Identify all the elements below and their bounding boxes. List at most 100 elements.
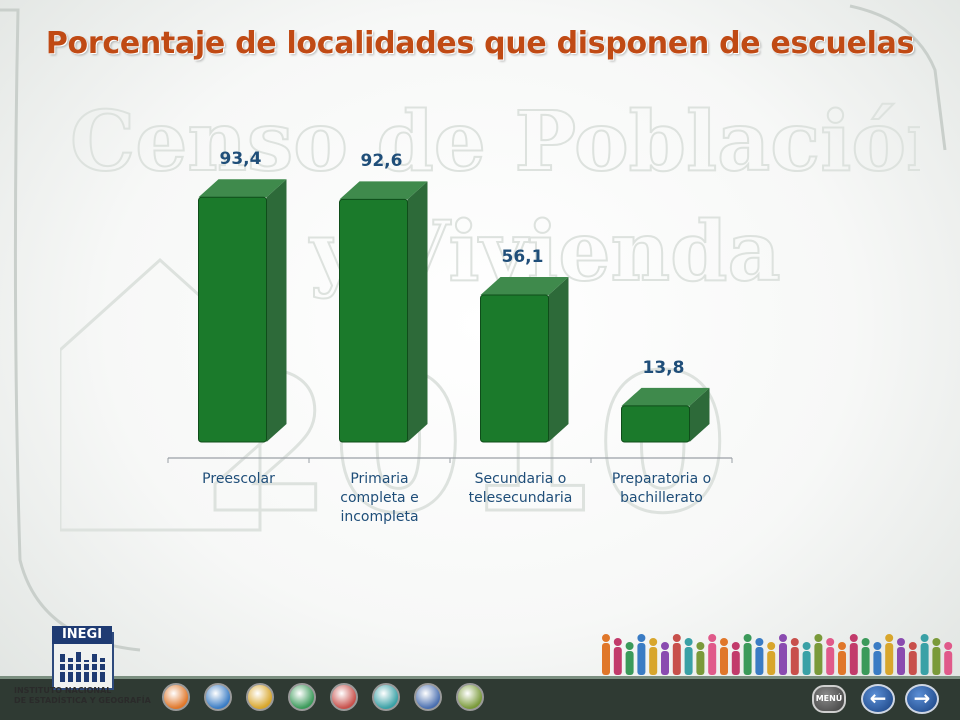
logo-grid-icon [60, 652, 105, 682]
logo-subtitle-line-2: DE ESTADÍSTICA Y GEOGRAFÍA [14, 696, 151, 705]
x-tick-label-line: telesecundaria [468, 490, 573, 506]
bar [621, 387, 710, 443]
person-body [625, 651, 634, 675]
data-label: 56,1 [501, 247, 544, 268]
person-head [602, 634, 610, 642]
person-head [649, 638, 658, 646]
person-body [637, 643, 646, 675]
person-body [649, 647, 658, 675]
person-head [897, 638, 905, 646]
person-body [814, 643, 823, 675]
x-tick-label: Primaria completa e incompleta [310, 470, 450, 527]
logo-subtitle-line-1: INSTITUTO NACIONAL [14, 686, 112, 695]
x-tick-label: Secundaria o telesecundaria [451, 470, 591, 508]
person-body [826, 647, 835, 675]
person-head [637, 634, 646, 642]
person-head [708, 634, 717, 642]
info-icon[interactable] [204, 683, 232, 711]
data-label: 93,4 [219, 149, 262, 170]
bar-side [407, 181, 428, 442]
x-tick-label-line: Primaria [350, 471, 409, 487]
data-label: 92,6 [360, 151, 403, 172]
person-body [908, 651, 917, 675]
logo-subtitle: INSTITUTO NACIONAL DE ESTADÍSTICA Y GEOG… [14, 686, 154, 706]
bar-front [480, 294, 549, 443]
communities-icon[interactable] [414, 683, 442, 711]
person-body [720, 647, 728, 675]
person-body [743, 643, 752, 675]
bar [339, 181, 428, 443]
person-body [849, 643, 858, 675]
menu-button[interactable]: MENÚ [812, 685, 846, 713]
bar-side [548, 277, 569, 442]
person-body [873, 651, 882, 675]
slide-title: Porcentaje de localidades que disponen d… [45, 26, 915, 61]
person-head [684, 638, 693, 646]
person-head [838, 642, 846, 650]
arrow-left-icon[interactable]: ← [861, 684, 895, 714]
person-body [661, 651, 669, 675]
person-head [779, 634, 787, 642]
households-icon[interactable] [246, 683, 274, 711]
bar-front [198, 196, 267, 443]
person-head [908, 642, 917, 650]
person-body [767, 651, 776, 675]
person-head [885, 634, 894, 642]
person-body [920, 643, 929, 675]
person-body [731, 651, 740, 675]
documents-icon[interactable] [456, 683, 484, 711]
person-head [661, 642, 669, 650]
x-tick-label-line: Secundaria o [474, 471, 567, 487]
inegi-logo[interactable]: INEGI INSTITUTO NACIONAL DE ESTADÍSTICA … [14, 624, 151, 714]
bar [198, 179, 287, 443]
housing-icon[interactable] [372, 683, 400, 711]
person-head [861, 638, 870, 646]
bar [480, 277, 569, 443]
bar-top [339, 181, 428, 200]
person-body [802, 651, 811, 675]
people-illustration [602, 634, 953, 675]
home-icon[interactable] [330, 683, 358, 711]
bar-top [480, 277, 569, 296]
person-body [885, 643, 894, 675]
bar-top [621, 387, 710, 406]
person-head [696, 642, 705, 650]
person-head [932, 638, 941, 646]
x-tick-label-line: incompleta [340, 509, 419, 525]
x-tick-label-line: completa e [340, 490, 419, 506]
bar-top [198, 179, 287, 198]
person-body [838, 651, 846, 675]
person-body [861, 647, 870, 675]
person-head [625, 642, 634, 650]
person-head [613, 638, 622, 646]
x-tick-label-line: Preescolar [202, 471, 275, 487]
person-body [755, 647, 764, 675]
bar-front [339, 198, 408, 443]
person-body [696, 651, 705, 675]
person-head [873, 642, 882, 650]
person-body [602, 643, 610, 675]
person-body [779, 643, 787, 675]
person-body [684, 647, 693, 675]
person-head [720, 638, 728, 646]
x-tick-label: Preparatoria o bachillerato [592, 470, 732, 508]
bar-side [266, 179, 287, 443]
population-icon[interactable] [162, 683, 190, 711]
people-icon[interactable] [288, 683, 316, 711]
arrow-right-icon[interactable]: → [905, 684, 939, 714]
person-head [814, 634, 823, 642]
x-tick-label-line: Preparatoria o [611, 471, 712, 487]
x-tick-label: Preescolar [169, 470, 309, 489]
person-head [755, 638, 764, 646]
person-head [849, 634, 858, 642]
person-head [790, 638, 799, 646]
person-body [790, 647, 799, 675]
person-head [731, 642, 740, 650]
person-body [897, 647, 905, 675]
person-body [944, 651, 953, 675]
person-body [672, 643, 681, 675]
person-head [802, 642, 811, 650]
person-head [944, 642, 953, 650]
person-head [767, 642, 776, 650]
